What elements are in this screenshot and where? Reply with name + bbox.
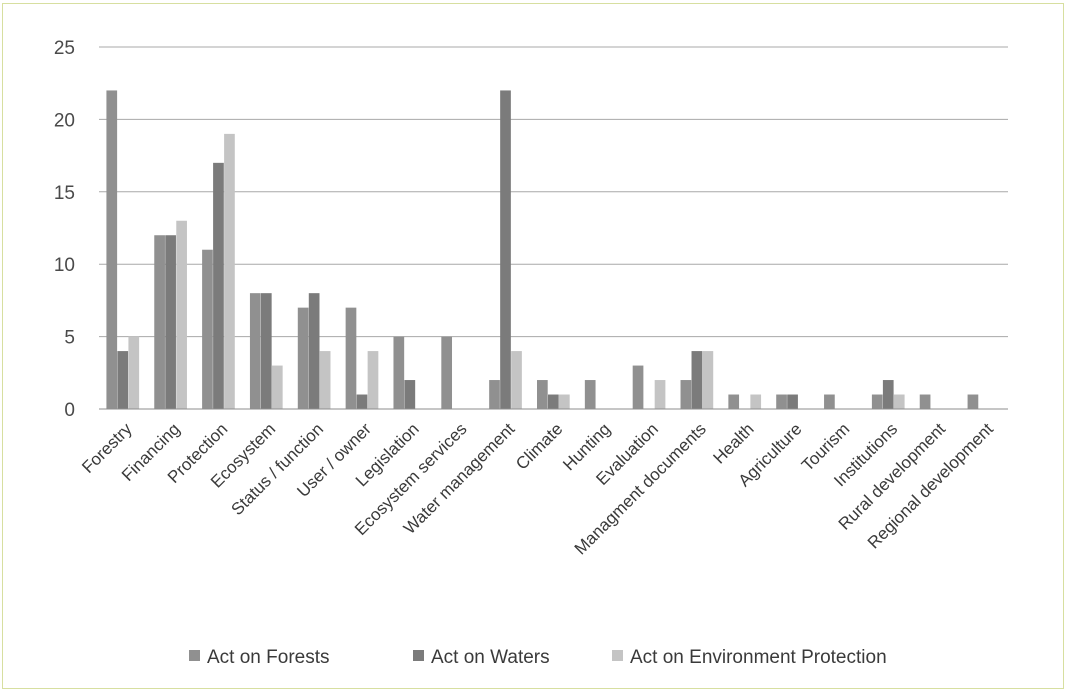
legend: Act on Forests Act on Waters Act on Enviro… xyxy=(189,647,887,668)
bar xyxy=(691,351,703,409)
bar xyxy=(367,351,379,409)
bar xyxy=(787,394,798,409)
y-tick-label: 10 xyxy=(54,255,75,276)
legend-item: Act on Environment Protection xyxy=(612,647,887,668)
bar xyxy=(441,336,453,409)
bar xyxy=(871,394,883,409)
bar xyxy=(919,394,931,409)
bar xyxy=(202,249,213,409)
bar xyxy=(393,336,405,409)
bar xyxy=(654,380,666,409)
bar xyxy=(882,380,894,409)
bar xyxy=(128,336,140,409)
legend-label: Act on Forests xyxy=(207,647,330,668)
bar xyxy=(537,380,548,409)
bar xyxy=(967,394,979,409)
bar xyxy=(154,235,165,409)
bar xyxy=(319,351,331,409)
bars xyxy=(106,90,979,409)
y-tick-label: 20 xyxy=(54,110,75,131)
bar xyxy=(750,394,762,409)
bar xyxy=(548,394,559,409)
legend-label: Act on Environment Protection xyxy=(630,647,887,668)
bar xyxy=(106,90,118,409)
bar xyxy=(500,90,511,409)
legend-swatch xyxy=(413,650,424,661)
bar xyxy=(728,394,740,409)
bar xyxy=(489,380,500,409)
legend-swatch xyxy=(612,650,623,661)
bar xyxy=(680,380,692,409)
bar xyxy=(404,380,416,409)
legend-label: Act on Waters xyxy=(431,647,550,668)
bar xyxy=(213,162,224,409)
bar xyxy=(345,307,357,409)
y-tick-label: 25 xyxy=(54,38,75,59)
y-axis-ticks: 0 5 10 15 20 25 xyxy=(54,38,75,421)
y-tick-label: 15 xyxy=(54,183,75,204)
bar xyxy=(893,394,905,409)
bar xyxy=(702,351,714,409)
bar xyxy=(271,365,283,409)
legend-item: Act on Waters xyxy=(413,647,550,668)
legend-item: Act on Forests xyxy=(189,647,330,668)
bar xyxy=(824,394,835,409)
bar xyxy=(260,293,272,409)
x-tick-label: Climate xyxy=(512,419,566,473)
bar xyxy=(308,293,320,409)
bar xyxy=(297,307,309,409)
x-axis-ticks: ForestryFinancingProtectionEcosystemStat… xyxy=(78,419,997,558)
gridlines xyxy=(99,46,1008,338)
bar xyxy=(176,220,187,409)
bar xyxy=(559,394,570,409)
bar xyxy=(224,133,235,409)
legend-swatch xyxy=(189,650,200,661)
bar xyxy=(584,380,596,409)
bar xyxy=(165,235,176,409)
bar xyxy=(117,351,129,409)
bar xyxy=(511,351,522,409)
y-tick-label: 0 xyxy=(64,400,75,421)
bar xyxy=(632,365,644,409)
y-tick-label: 5 xyxy=(64,328,75,349)
bar xyxy=(776,394,787,409)
bar xyxy=(249,293,261,409)
bar xyxy=(356,394,368,409)
